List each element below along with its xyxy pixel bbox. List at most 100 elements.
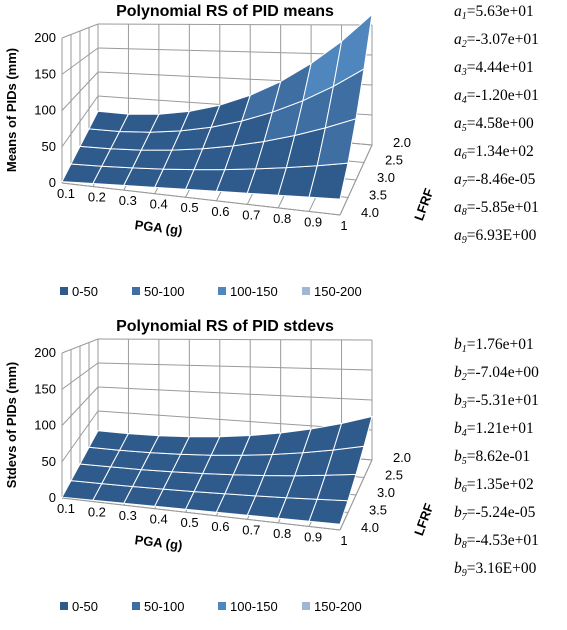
back-wall-gridline — [97, 23, 373, 26]
coefficient-index: 2 — [461, 372, 467, 383]
legend-swatch — [60, 287, 68, 295]
z-tick-label: 150 — [34, 381, 56, 396]
coefficient-value: =1.35e+02 — [466, 476, 534, 493]
coefficient-a9: a9=6.93E+00 — [454, 224, 566, 252]
chart-title: Polynomial RS of PID stdevs — [116, 318, 334, 335]
coefficient-value: =-8.46e-05 — [466, 171, 536, 188]
x-tick-label: 0.6 — [211, 519, 229, 534]
x-tick-label: 0.3 — [119, 508, 137, 523]
x-tick-label: 0.9 — [304, 214, 322, 229]
y-tick-label: 2.0 — [393, 135, 411, 150]
legend-swatch — [302, 602, 310, 610]
coefficient-symbol: b — [454, 476, 462, 493]
coefficient-symbol: a — [454, 31, 462, 48]
legend-label: 0-50 — [72, 284, 98, 299]
coefficient-index: 3 — [461, 67, 467, 78]
coefficient-index: 5 — [461, 456, 467, 467]
coefficient-b1: b1=1.76e+01 — [454, 333, 566, 361]
y-tick-label: 4.0 — [361, 520, 379, 535]
surface-plot-stdevs: Polynomial RS of PID stdevs 0 50 100 150 200 S… — [4, 318, 437, 614]
right-floor-edge — [339, 459, 373, 531]
coefficient-list-stdevs: b1=1.76e+01 b2=-7.04e+00 b3=-5.31e+01 b4=1.… — [454, 333, 566, 585]
legend-swatch — [132, 287, 140, 295]
legend-label: 150-200 — [314, 599, 362, 614]
coefficient-value: =1.34e+02 — [466, 143, 534, 160]
coefficient-index: 8 — [461, 207, 467, 218]
x-tick-label: 0.4 — [150, 197, 168, 212]
coefficient-index: 2 — [461, 39, 467, 50]
coefficient-value: =6.93E+00 — [466, 227, 537, 244]
coefficient-a6: a6=1.34e+02 — [454, 140, 566, 168]
right-floor-edge — [339, 144, 373, 216]
coefficient-value: =4.58e+00 — [466, 115, 534, 132]
surface-patch — [332, 415, 373, 451]
x-tick-label: 0.2 — [88, 190, 106, 205]
z-tick-label: 200 — [34, 30, 56, 45]
back-wall-gridline — [97, 362, 373, 371]
x-axis-title: PGA (g) — [134, 532, 183, 553]
coefficient-symbol: b — [454, 504, 462, 521]
coefficient-index: 4 — [461, 95, 467, 106]
coefficient-index: 9 — [461, 568, 467, 579]
chart-panel-stdevs: Polynomial RS of PID stdevs 0 50 100 150 200 S… — [0, 315, 567, 630]
coefficient-symbol: a — [454, 59, 462, 76]
surface-plot-means: Polynomial RS of PID means 0 50 100 150 200 Me… — [4, 3, 437, 299]
y-tick-label: 4.0 — [361, 205, 379, 220]
coefficient-symbol: a — [454, 199, 462, 216]
x-tick-label: 0.7 — [242, 522, 260, 537]
coefficient-symbol: b — [454, 336, 462, 353]
coefficient-index: 7 — [461, 512, 467, 523]
z-tick-label: 50 — [42, 454, 56, 469]
coefficient-list-means: a1=5.63e+01 a2=-3.07e+01 a3=4.44e+01 a4=-1.… — [454, 0, 566, 252]
x-tick-label: 0.7 — [242, 207, 260, 222]
legend-swatch — [218, 287, 226, 295]
x-tick-label: 1 — [340, 533, 347, 548]
legend-label: 0-50 — [72, 599, 98, 614]
x-tick-label: 0.1 — [57, 501, 75, 516]
coefficient-symbol: b — [454, 364, 462, 381]
legend: 0-50 50-100 100-150 150-200 — [60, 599, 362, 614]
frame-edges — [61, 144, 373, 216]
coefficient-value: =1.21e+01 — [466, 420, 534, 437]
legend-label: 100-150 — [230, 599, 278, 614]
coefficient-index: 5 — [461, 123, 467, 134]
x-tick-label: 0.2 — [88, 505, 106, 520]
legend-swatch — [60, 602, 68, 610]
surface-mesh — [61, 415, 373, 525]
chart-title: Polynomial RS of PID means — [116, 3, 334, 20]
coefficient-symbol: a — [454, 227, 462, 244]
coefficient-value: =-5.24e-05 — [466, 504, 536, 521]
legend-swatch — [302, 287, 310, 295]
coefficient-index: 7 — [461, 179, 467, 190]
coefficient-symbol: b — [454, 392, 462, 409]
x-tick-label: 0.1 — [57, 186, 75, 201]
coefficient-b8: b8=-4.53e+01 — [454, 529, 566, 557]
coefficient-symbol: a — [454, 171, 462, 188]
coefficient-a5: a5=4.58e+00 — [454, 112, 566, 140]
surface-mesh — [61, 13, 373, 200]
legend-swatch — [132, 602, 140, 610]
coefficient-value: =-5.85e+01 — [466, 199, 539, 216]
y-tick-label: 2.5 — [385, 153, 403, 168]
coefficient-value: =-4.53e+01 — [466, 532, 539, 549]
front-floor-edge — [61, 497, 341, 531]
coefficient-b6: b6=1.35e+02 — [454, 473, 566, 501]
coefficient-a8: a8=-5.85e+01 — [454, 196, 566, 224]
y-axis-title: LFRF — [411, 186, 436, 222]
y-tick-label: 3.0 — [377, 485, 395, 500]
y-tick-label: 3.0 — [377, 170, 395, 185]
coefficient-symbol: b — [454, 532, 462, 549]
coefficient-a1: a1=5.63e+01 — [454, 0, 566, 28]
coefficient-index: 1 — [461, 11, 467, 22]
coefficient-value: =-3.07e+01 — [466, 31, 539, 48]
coefficient-index: 3 — [461, 400, 467, 411]
legend-label: 50-100 — [144, 284, 184, 299]
coefficient-value: =-7.04e+00 — [466, 364, 539, 381]
coefficient-value: =8.62e-01 — [466, 448, 531, 465]
coefficient-a4: a4=-1.20e+01 — [454, 84, 566, 112]
coefficient-b5: b5=8.62e-01 — [454, 445, 566, 473]
z-tick-label: 200 — [34, 345, 56, 360]
coefficient-value: =1.76e+01 — [466, 336, 534, 353]
x-tick-label: 0.3 — [119, 193, 137, 208]
x-tick-label: 0.5 — [181, 200, 199, 215]
